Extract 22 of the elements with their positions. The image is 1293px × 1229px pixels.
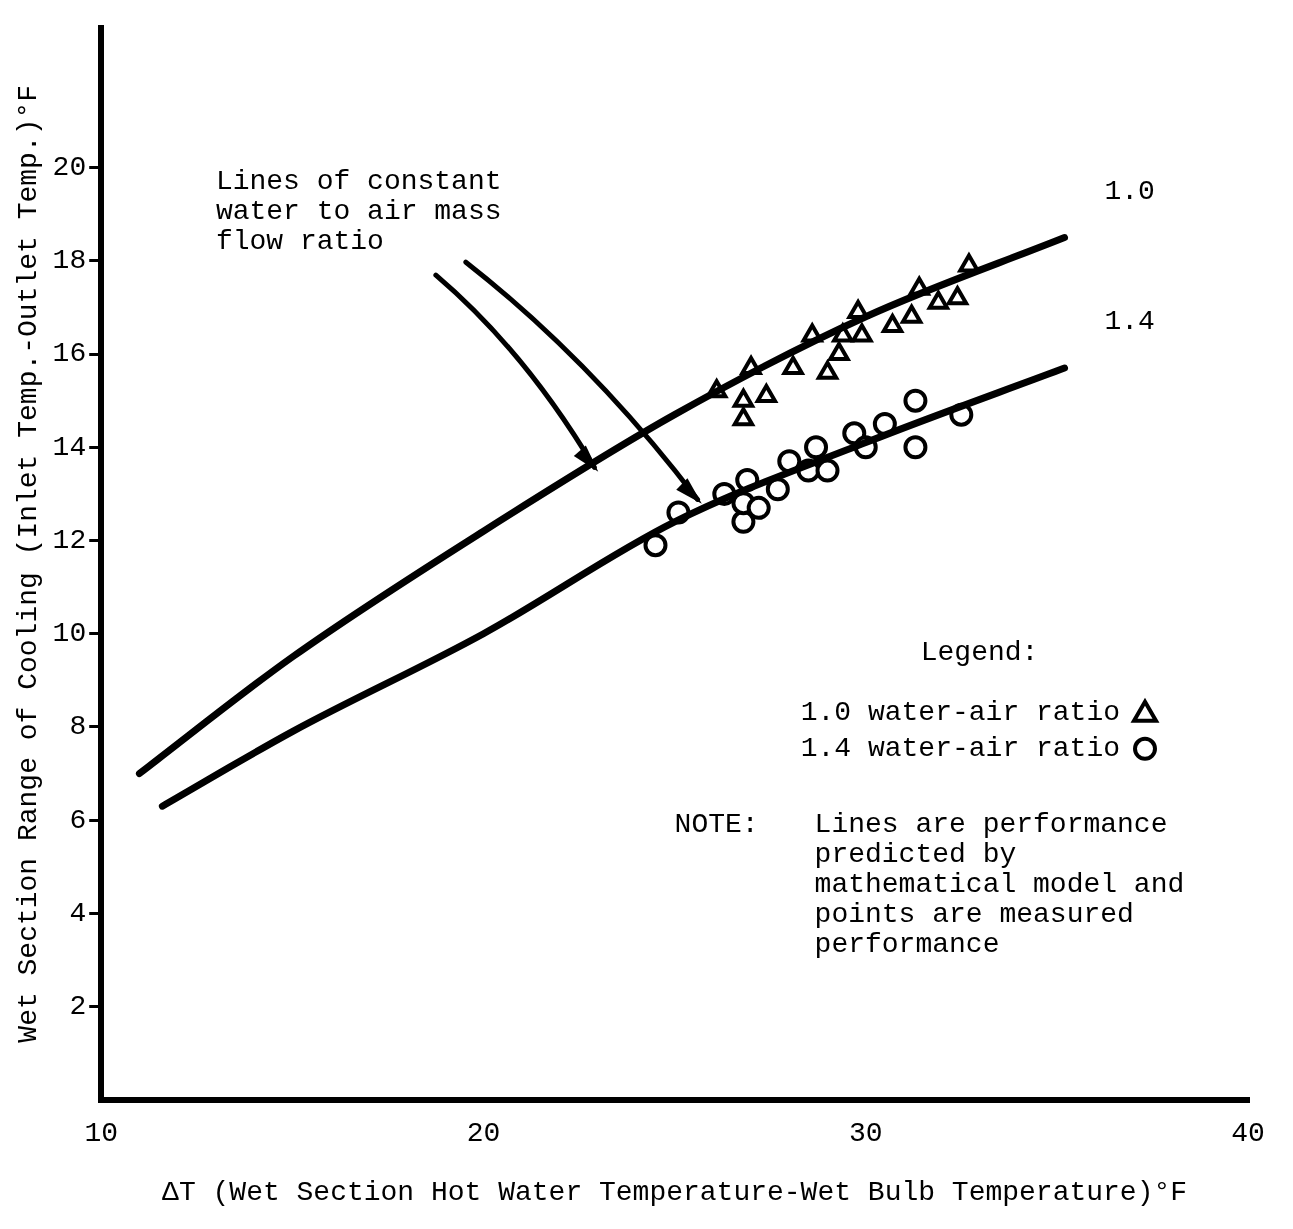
- x-tick-label: 30: [848, 1118, 883, 1150]
- x-axis-title: ΔT (Wet Section Hot Water Temperature-Wet Bulb Temperature)°F: [162, 1176, 1188, 1208]
- y-tick-label: 20: [52, 152, 87, 184]
- annotation: Lines of constant water to air mass flow ratio: [215, 165, 502, 257]
- legend-label: 1.4 water-air ratio: [800, 733, 1121, 765]
- y-tick-label: 14: [52, 431, 87, 463]
- legend-title: Legend:: [920, 637, 1039, 669]
- series-label: 1.4: [1104, 306, 1155, 338]
- y-tick-label: 18: [52, 245, 87, 277]
- x-tick-label: 40: [1231, 1118, 1265, 1150]
- y-tick-label: 6: [69, 804, 87, 836]
- y-axis-title: Wet Section Range of Cooling (Inlet Temp.-Outlet Temp.)°F: [13, 84, 45, 1043]
- legend-label: 1.0 water-air ratio: [800, 697, 1121, 729]
- y-tick-label: 10: [52, 618, 87, 650]
- series-label: 1.0: [1104, 175, 1155, 207]
- x-tick-label: 20: [466, 1118, 501, 1150]
- y-tick-label: 16: [52, 338, 87, 370]
- y-tick-label: 2: [69, 990, 87, 1022]
- y-tick-label: 12: [52, 524, 87, 556]
- text: NOTE: Lines are performance predicted by mathematical model and points are measured performance: [674, 808, 1185, 960]
- y-tick-label: 8: [69, 711, 87, 743]
- y-tick-label: 4: [69, 897, 87, 929]
